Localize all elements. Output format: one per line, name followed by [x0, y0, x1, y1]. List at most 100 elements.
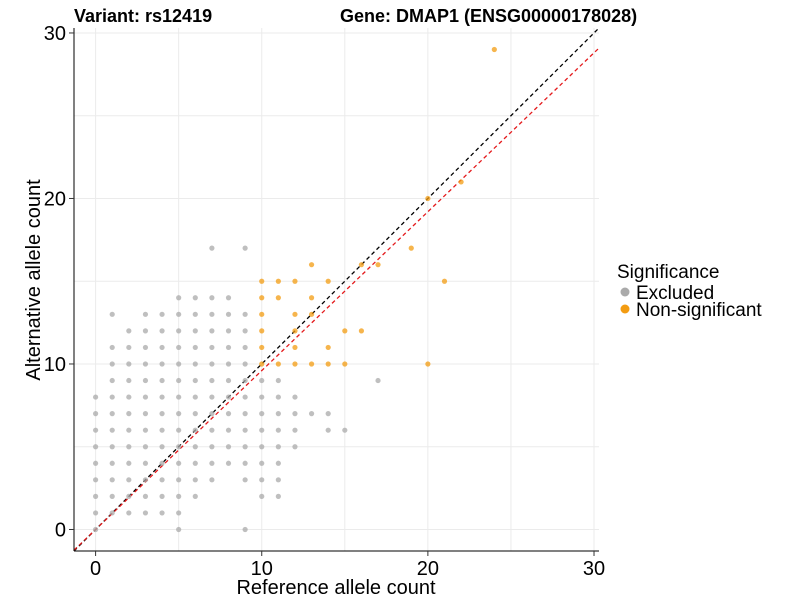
point-excluded	[242, 411, 248, 417]
point-excluded	[126, 411, 132, 417]
point-excluded	[159, 427, 165, 433]
point-excluded	[142, 510, 149, 516]
point-excluded	[109, 493, 115, 499]
point-excluded	[192, 477, 198, 483]
point-non-significant	[308, 361, 315, 367]
x-tick-label: 20	[417, 558, 439, 580]
point-non-significant	[325, 344, 331, 351]
point-excluded	[292, 427, 298, 433]
point-excluded	[225, 460, 232, 466]
point-excluded	[242, 526, 248, 533]
point-excluded	[259, 411, 265, 417]
point-excluded	[126, 361, 132, 367]
point-excluded	[126, 510, 132, 516]
point-excluded	[159, 361, 165, 367]
point-excluded	[192, 377, 198, 384]
point-non-significant	[358, 262, 365, 268]
point-non-significant	[308, 311, 315, 317]
point-excluded	[225, 311, 232, 317]
point-excluded	[292, 411, 298, 417]
point-excluded	[126, 344, 132, 351]
point-non-significant	[425, 195, 431, 202]
point-excluded	[126, 477, 132, 483]
point-excluded	[275, 411, 281, 417]
point-excluded	[176, 460, 182, 466]
point-excluded	[292, 394, 298, 400]
point-non-significant	[308, 295, 315, 301]
point-excluded	[142, 344, 149, 351]
reference-lines	[74, 28, 599, 551]
legend-title: Significance	[617, 262, 719, 283]
point-excluded	[242, 477, 248, 483]
point-non-significant	[325, 361, 331, 367]
point-excluded	[92, 510, 99, 516]
legend-marker-excluded	[620, 287, 630, 297]
point-excluded	[225, 295, 232, 301]
point-excluded	[225, 344, 232, 351]
point-excluded	[275, 377, 281, 384]
point-excluded	[109, 394, 115, 400]
point-non-significant	[292, 311, 298, 317]
legend: Significance Excluded Non-significant	[617, 262, 762, 321]
point-excluded	[142, 377, 149, 384]
point-excluded	[92, 493, 99, 499]
point-excluded	[192, 295, 198, 301]
point-excluded	[209, 328, 215, 334]
point-excluded	[176, 394, 182, 400]
point-excluded	[225, 427, 232, 433]
point-excluded	[142, 328, 149, 334]
point-excluded	[209, 377, 215, 384]
point-excluded	[192, 411, 198, 417]
point-excluded	[159, 377, 165, 384]
point-excluded	[142, 477, 149, 483]
point-excluded	[192, 328, 198, 334]
point-excluded	[159, 344, 165, 351]
data-points	[92, 46, 497, 533]
point-excluded	[126, 377, 132, 384]
point-non-significant	[408, 245, 414, 251]
point-excluded	[209, 411, 215, 417]
point-excluded	[176, 477, 182, 483]
point-excluded	[325, 411, 331, 417]
point-excluded	[126, 427, 132, 433]
legend-label-excluded: Excluded	[636, 283, 714, 304]
point-excluded	[292, 444, 298, 450]
point-excluded	[92, 477, 99, 483]
point-excluded	[259, 444, 265, 450]
point-excluded	[259, 427, 265, 433]
point-non-significant	[375, 262, 381, 268]
point-excluded	[242, 361, 248, 367]
point-excluded	[259, 377, 265, 384]
point-excluded	[142, 493, 149, 499]
point-non-significant	[259, 278, 265, 284]
y-tick-label: 30	[44, 23, 66, 45]
point-excluded	[275, 444, 281, 450]
y-tick-label: 20	[44, 188, 66, 210]
point-excluded	[209, 444, 215, 450]
point-non-significant	[308, 262, 315, 268]
point-excluded	[176, 427, 182, 433]
chart-title-gene: Gene: DMAP1 (ENSG00000178028)	[340, 6, 637, 26]
point-excluded	[275, 477, 281, 483]
point-excluded	[126, 394, 132, 400]
point-excluded	[275, 460, 281, 466]
point-excluded	[192, 427, 198, 433]
point-excluded	[109, 344, 115, 351]
x-axis-title: Reference allele count	[236, 577, 435, 599]
point-excluded	[126, 444, 132, 450]
axes	[69, 28, 599, 556]
point-excluded	[126, 328, 132, 334]
point-excluded	[142, 411, 149, 417]
point-non-significant	[358, 328, 365, 334]
point-non-significant	[342, 361, 348, 367]
point-excluded	[142, 361, 149, 367]
x-tick-label: 0	[90, 558, 101, 580]
point-excluded	[176, 311, 182, 317]
point-excluded	[225, 411, 232, 417]
legend-label-non-significant: Non-significant	[636, 300, 762, 321]
point-excluded	[225, 394, 232, 400]
point-excluded	[176, 526, 182, 533]
point-excluded	[242, 311, 248, 317]
point-non-significant	[425, 361, 431, 367]
